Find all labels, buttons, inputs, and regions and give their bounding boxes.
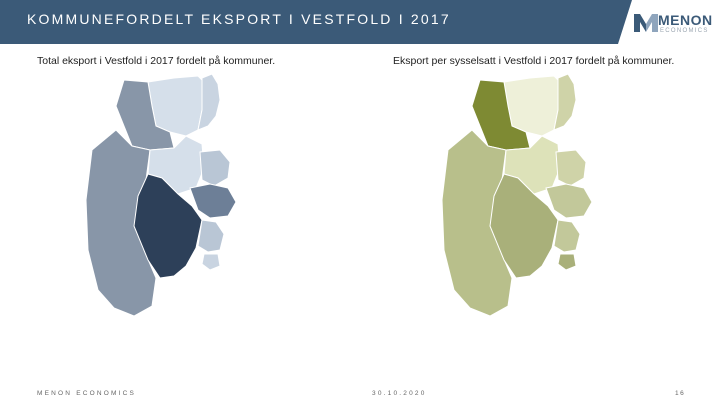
region-east-upper xyxy=(555,149,587,187)
logo-subtitle: ECONOMICS xyxy=(660,28,709,34)
logo-wordmark: MENON xyxy=(658,12,713,28)
region-south-east-tip xyxy=(201,253,221,271)
region-south-east xyxy=(553,219,581,253)
left-municipality-map xyxy=(85,73,237,317)
region-center-south xyxy=(133,173,203,279)
menon-logo-icon xyxy=(634,14,658,32)
footer-date: 30.10.2020 xyxy=(372,390,427,397)
page-title: KOMMUNEFORDELT EKSPORT I VESTFOLD I 2017 xyxy=(27,11,451,27)
region-south-east xyxy=(197,219,225,253)
region-west-large xyxy=(85,129,157,317)
region-north-far-east xyxy=(553,73,577,131)
header-bar xyxy=(0,0,720,44)
right-municipality-map xyxy=(441,73,593,317)
footer-brand: MENON ECONOMICS xyxy=(37,390,137,397)
right-map-title: Eksport per sysselsatt i Vestfold i 2017… xyxy=(393,55,675,67)
region-east-upper xyxy=(199,149,231,187)
region-west-large xyxy=(441,129,513,317)
region-east-mid xyxy=(189,183,237,219)
page-number: 16 xyxy=(675,390,686,397)
region-east-mid xyxy=(545,183,593,219)
region-south-east-tip xyxy=(557,253,577,271)
left-map-title: Total eksport i Vestfold i 2017 fordelt … xyxy=(37,55,276,67)
region-center-south xyxy=(489,173,559,279)
region-north-far-east xyxy=(197,73,221,131)
